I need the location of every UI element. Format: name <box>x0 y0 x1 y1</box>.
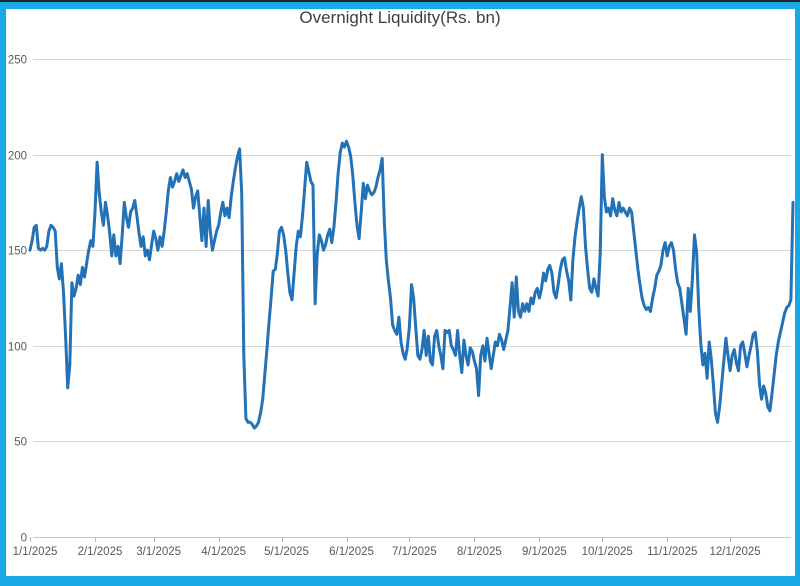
x-axis-label: 8/1/2025 <box>457 546 502 558</box>
y-axis-label-150: 150 <box>8 246 27 258</box>
x-axis-label: 11/1/2025 <box>647 546 697 558</box>
x-axis-label: 1/1/2025 <box>13 546 58 558</box>
accent-border-bottom <box>0 576 800 586</box>
series-line-0 <box>28 139 795 430</box>
y-axis-label-250: 250 <box>8 55 27 67</box>
chart-title: Overnight Liquidity(Rs. bn) <box>299 8 501 27</box>
x-axis-label: 12/1/2025 <box>710 546 761 558</box>
y-axis-label-200: 200 <box>8 151 27 163</box>
x-axis-label: 10/1/2025 <box>582 546 633 558</box>
window-top-edge <box>0 0 800 2</box>
accent-border-left <box>0 0 6 586</box>
x-axis-label: 7/1/2025 <box>392 546 437 558</box>
x-axis-label: 6/1/2025 <box>329 546 374 558</box>
x-axis-label: 2/1/2025 <box>78 546 123 558</box>
y-axis-label-0: 0 <box>21 533 27 545</box>
y-axis-label-50: 50 <box>14 437 27 449</box>
x-axis-label: 4/1/2025 <box>201 546 246 558</box>
y-axis-label-100: 100 <box>8 342 27 354</box>
accent-border-right <box>795 0 800 586</box>
x-axis-label: 5/1/2025 <box>264 546 309 558</box>
x-axis-label: 3/1/2025 <box>136 546 181 558</box>
accent-border-top <box>0 2 800 9</box>
x-axis-label: 9/1/2025 <box>522 546 567 558</box>
